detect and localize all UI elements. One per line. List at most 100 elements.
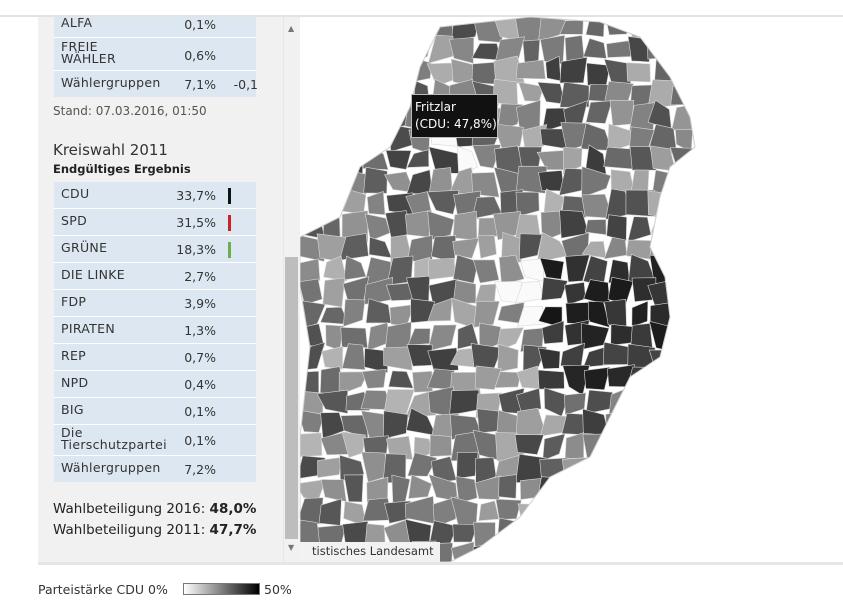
municipality-cell[interactable]	[452, 237, 480, 259]
municipality-cell[interactable]	[300, 432, 323, 458]
municipality-cell[interactable]	[650, 453, 679, 476]
municipality-cell[interactable]	[498, 474, 517, 499]
municipality-cell[interactable]	[691, 17, 722, 45]
municipality-cell[interactable]	[691, 147, 718, 173]
municipality-cell[interactable]	[300, 78, 325, 107]
municipality-cell[interactable]	[432, 495, 459, 528]
municipality-cell[interactable]	[653, 363, 677, 393]
municipality-cell[interactable]	[542, 433, 566, 462]
municipality-cell[interactable]	[721, 234, 743, 260]
municipality-cell[interactable]	[606, 39, 634, 58]
municipality-cell[interactable]	[300, 104, 323, 128]
municipality-cell[interactable]	[495, 498, 522, 520]
municipality-cell[interactable]	[564, 254, 591, 283]
municipality-cell[interactable]	[669, 525, 696, 550]
municipality-cell[interactable]	[300, 58, 323, 88]
municipality-cell[interactable]	[694, 407, 721, 436]
municipality-cell[interactable]	[517, 305, 546, 327]
municipality-cell[interactable]	[317, 168, 345, 193]
municipality-cell[interactable]	[582, 433, 614, 460]
municipality-cell[interactable]	[605, 409, 636, 438]
municipality-cell[interactable]	[383, 346, 413, 371]
municipality-cell[interactable]	[514, 547, 545, 562]
municipality-cell[interactable]	[364, 35, 391, 63]
municipality-cell[interactable]	[427, 297, 453, 322]
municipality-cell[interactable]	[497, 343, 519, 373]
municipality-cell[interactable]	[404, 495, 436, 525]
triangle-down-icon[interactable]: ▼	[288, 543, 295, 552]
municipality-cell[interactable]	[493, 123, 524, 151]
municipality-cell[interactable]	[582, 408, 610, 436]
municipality-cell[interactable]	[714, 454, 744, 479]
municipality-cell[interactable]	[697, 37, 719, 60]
municipality-cell[interactable]	[451, 17, 480, 42]
municipality-cell[interactable]	[538, 170, 565, 192]
municipality-cell[interactable]	[647, 389, 679, 417]
municipality-cell[interactable]	[361, 368, 387, 389]
municipality-cell[interactable]	[603, 453, 632, 482]
municipality-cell[interactable]	[715, 190, 742, 218]
municipality-cell[interactable]	[693, 541, 720, 562]
municipality-cell[interactable]	[585, 389, 613, 415]
municipality-cell[interactable]	[693, 477, 714, 505]
municipality-cell[interactable]	[429, 434, 452, 457]
municipality-cell[interactable]	[560, 342, 585, 367]
municipality-cell[interactable]	[646, 496, 674, 526]
municipality-cell[interactable]	[477, 235, 497, 259]
municipality-cell[interactable]	[383, 35, 415, 63]
municipality-cell[interactable]	[300, 370, 320, 394]
municipality-cell[interactable]	[676, 458, 693, 482]
municipality-cell[interactable]	[448, 37, 475, 64]
municipality-cell[interactable]	[673, 322, 700, 349]
municipality-cell[interactable]	[544, 540, 568, 562]
municipality-cell[interactable]	[606, 499, 634, 526]
municipality-cell[interactable]	[457, 323, 479, 350]
municipality-cell[interactable]	[719, 345, 743, 366]
municipality-cell[interactable]	[719, 128, 745, 152]
municipality-cell[interactable]	[582, 475, 611, 502]
municipality-cell[interactable]	[668, 212, 698, 242]
municipality-cell[interactable]	[408, 474, 433, 499]
municipality-cell[interactable]	[473, 522, 496, 550]
municipality-cell[interactable]	[539, 495, 567, 525]
municipality-cell[interactable]	[520, 523, 544, 547]
municipality-cell[interactable]	[323, 255, 348, 282]
municipality-cell[interactable]	[671, 17, 697, 40]
municipality-cell[interactable]	[452, 523, 478, 543]
municipality-cell[interactable]	[405, 209, 432, 238]
municipality-cell[interactable]	[717, 415, 740, 440]
municipality-cell[interactable]	[452, 254, 479, 284]
municipality-cell[interactable]	[669, 193, 699, 215]
municipality-cell[interactable]	[675, 391, 700, 413]
municipality-cell[interactable]	[363, 166, 388, 194]
municipality-cell[interactable]	[626, 62, 651, 83]
municipality-cell[interactable]	[650, 478, 678, 505]
municipality-cell[interactable]	[713, 83, 738, 110]
municipality-cell[interactable]	[541, 320, 565, 345]
municipality-cell[interactable]	[516, 387, 542, 412]
municipality-cell[interactable]	[691, 107, 720, 129]
municipality-cell[interactable]	[696, 87, 721, 108]
municipality-cell[interactable]	[625, 387, 656, 411]
municipality-cell[interactable]	[452, 210, 478, 241]
municipality-cell[interactable]	[697, 501, 722, 527]
municipality-cell[interactable]	[300, 167, 328, 195]
municipality-cell[interactable]	[390, 62, 408, 83]
municipality-cell[interactable]	[719, 522, 741, 542]
municipality-cell[interactable]	[383, 17, 409, 44]
municipality-cell[interactable]	[300, 258, 321, 285]
municipality-cell[interactable]	[367, 104, 394, 130]
municipality-cell[interactable]	[340, 327, 368, 348]
municipality-cell[interactable]	[581, 166, 612, 199]
municipality-cell[interactable]	[584, 219, 607, 236]
municipality-cell[interactable]	[519, 233, 543, 260]
municipality-cell[interactable]	[338, 101, 366, 130]
municipality-cell[interactable]	[563, 497, 586, 527]
municipality-cell[interactable]	[717, 365, 742, 395]
municipality-cell[interactable]	[456, 145, 479, 175]
municipality-cell[interactable]	[696, 460, 718, 480]
municipality-cell[interactable]	[672, 346, 695, 370]
municipality-cell[interactable]	[718, 549, 743, 562]
municipality-cell[interactable]	[300, 126, 319, 151]
municipality-cell[interactable]	[363, 347, 389, 374]
